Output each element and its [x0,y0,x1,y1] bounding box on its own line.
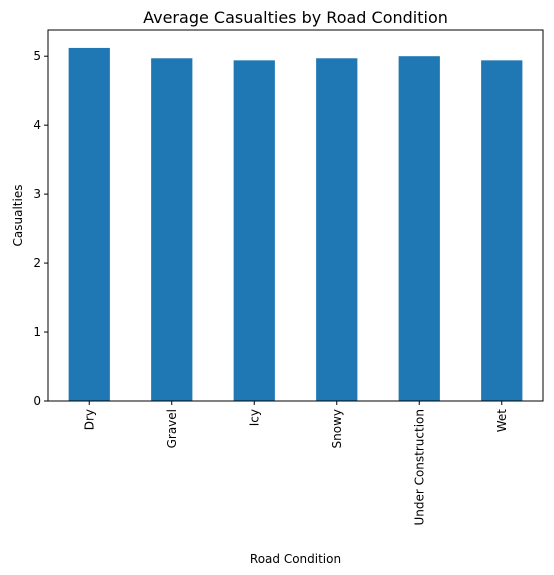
x-tick-label: Under Construction [412,409,426,526]
y-tick-label: 0 [33,394,41,408]
bar-snowy [316,58,358,402]
plot-area [68,47,523,402]
y-tick-label: 2 [33,256,41,270]
chart-title: Average Casualties by Road Condition [143,8,448,27]
y-tick-label: 3 [33,187,41,201]
y-axis: 0 1 2 3 4 5 [33,49,48,408]
bar-gravel [151,58,193,402]
y-axis-label: Casualties [11,185,25,247]
bar-wet [481,60,523,402]
x-tick-label: Dry [82,409,96,430]
x-axis: Dry Gravel Icy Snowy Under Construction Wet [82,401,509,526]
x-axis-label: Road Condition [250,552,341,566]
bar-dry [68,47,110,402]
x-tick-label: Gravel [165,409,179,448]
plot-frame [47,29,544,402]
x-tick-label: Icy [247,409,261,426]
y-tick-label: 4 [33,118,41,132]
y-tick-label: 1 [33,325,41,339]
x-tick-label: Wet [495,409,509,433]
bar-icy [233,60,275,402]
y-tick-label: 5 [33,49,41,63]
bar-under-construction [398,56,440,401]
x-tick-label: Snowy [330,409,344,448]
